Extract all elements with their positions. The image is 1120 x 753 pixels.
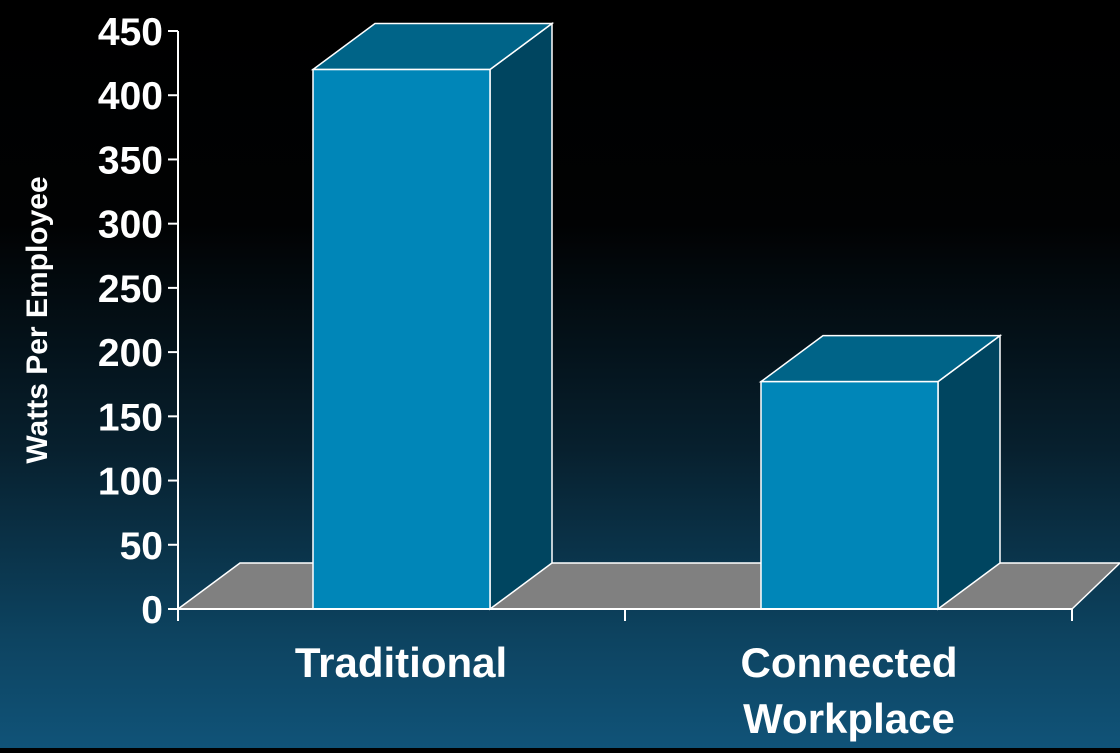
y-tick-label: 450 [98, 11, 163, 54]
y-axis-title: Watts Per Employee [21, 176, 54, 463]
y-axis: 0 50 100 150 200 250 300 350 400 450 [98, 11, 179, 632]
y-tick-label: 400 [98, 75, 163, 118]
y-tick-label: 150 [98, 396, 163, 439]
x-category-label: Connected Workplace [740, 639, 957, 742]
y-tick-label: 300 [98, 204, 163, 247]
y-tick-label: 50 [120, 525, 163, 568]
y-tick-label: 0 [141, 589, 163, 632]
y-tick-label: 350 [98, 139, 163, 182]
x-category-label-line: Workplace [743, 695, 955, 742]
y-tick-label: 250 [98, 268, 163, 311]
x-category-label-line: Connected [740, 639, 957, 686]
bar [310, 22, 555, 611]
x-category-label: Traditional [295, 639, 507, 686]
x-category-label-line: Traditional [295, 639, 507, 686]
bar-front [312, 68, 491, 610]
bar-side [489, 22, 553, 611]
bar-front [760, 380, 939, 610]
bars [310, 22, 1003, 611]
bar-side [937, 334, 1001, 611]
y-tick-label: 100 [98, 461, 163, 504]
y-tick-label: 200 [98, 332, 163, 375]
x-axis: Traditional Connected Workplace [177, 608, 1073, 742]
bar [758, 334, 1003, 611]
